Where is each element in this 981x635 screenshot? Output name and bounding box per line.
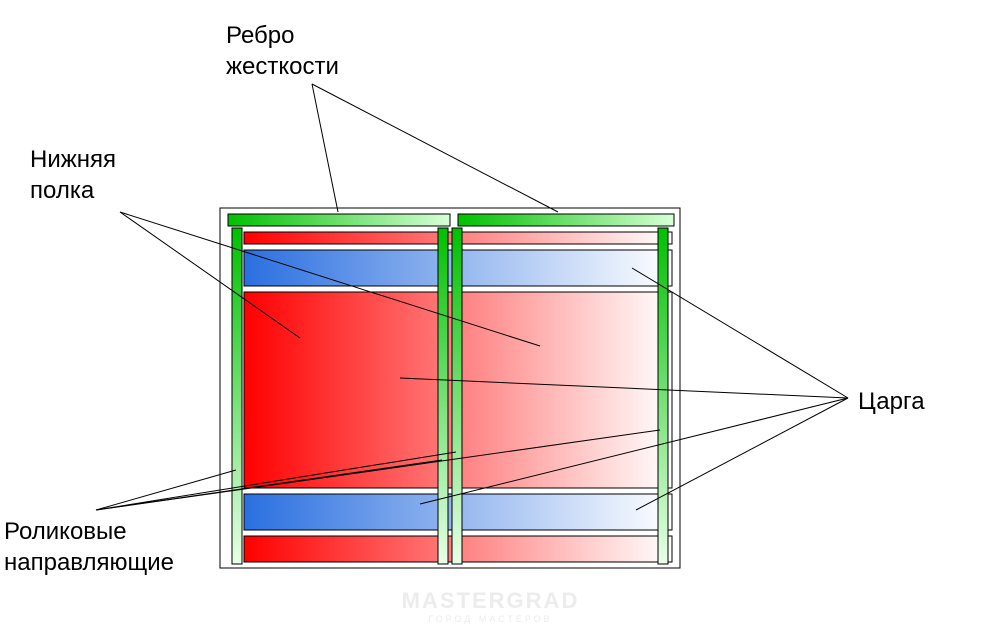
green-top-right	[458, 214, 674, 226]
label-rebro-leader	[312, 84, 558, 212]
label-roliki-leader	[96, 470, 236, 510]
green-top-left	[228, 214, 450, 226]
green-rail-4	[658, 228, 668, 564]
label-carga: Царга	[858, 386, 925, 417]
green-rail-3	[452, 228, 462, 564]
green-rail-1	[232, 228, 242, 564]
label-rebro-leader	[312, 84, 338, 212]
green-rail-2	[438, 228, 448, 564]
label-rebro: Ребро жесткости	[226, 20, 339, 82]
label-roliki: Роликовые направляющие	[4, 516, 174, 578]
label-polka: Нижняя полка	[30, 144, 116, 206]
